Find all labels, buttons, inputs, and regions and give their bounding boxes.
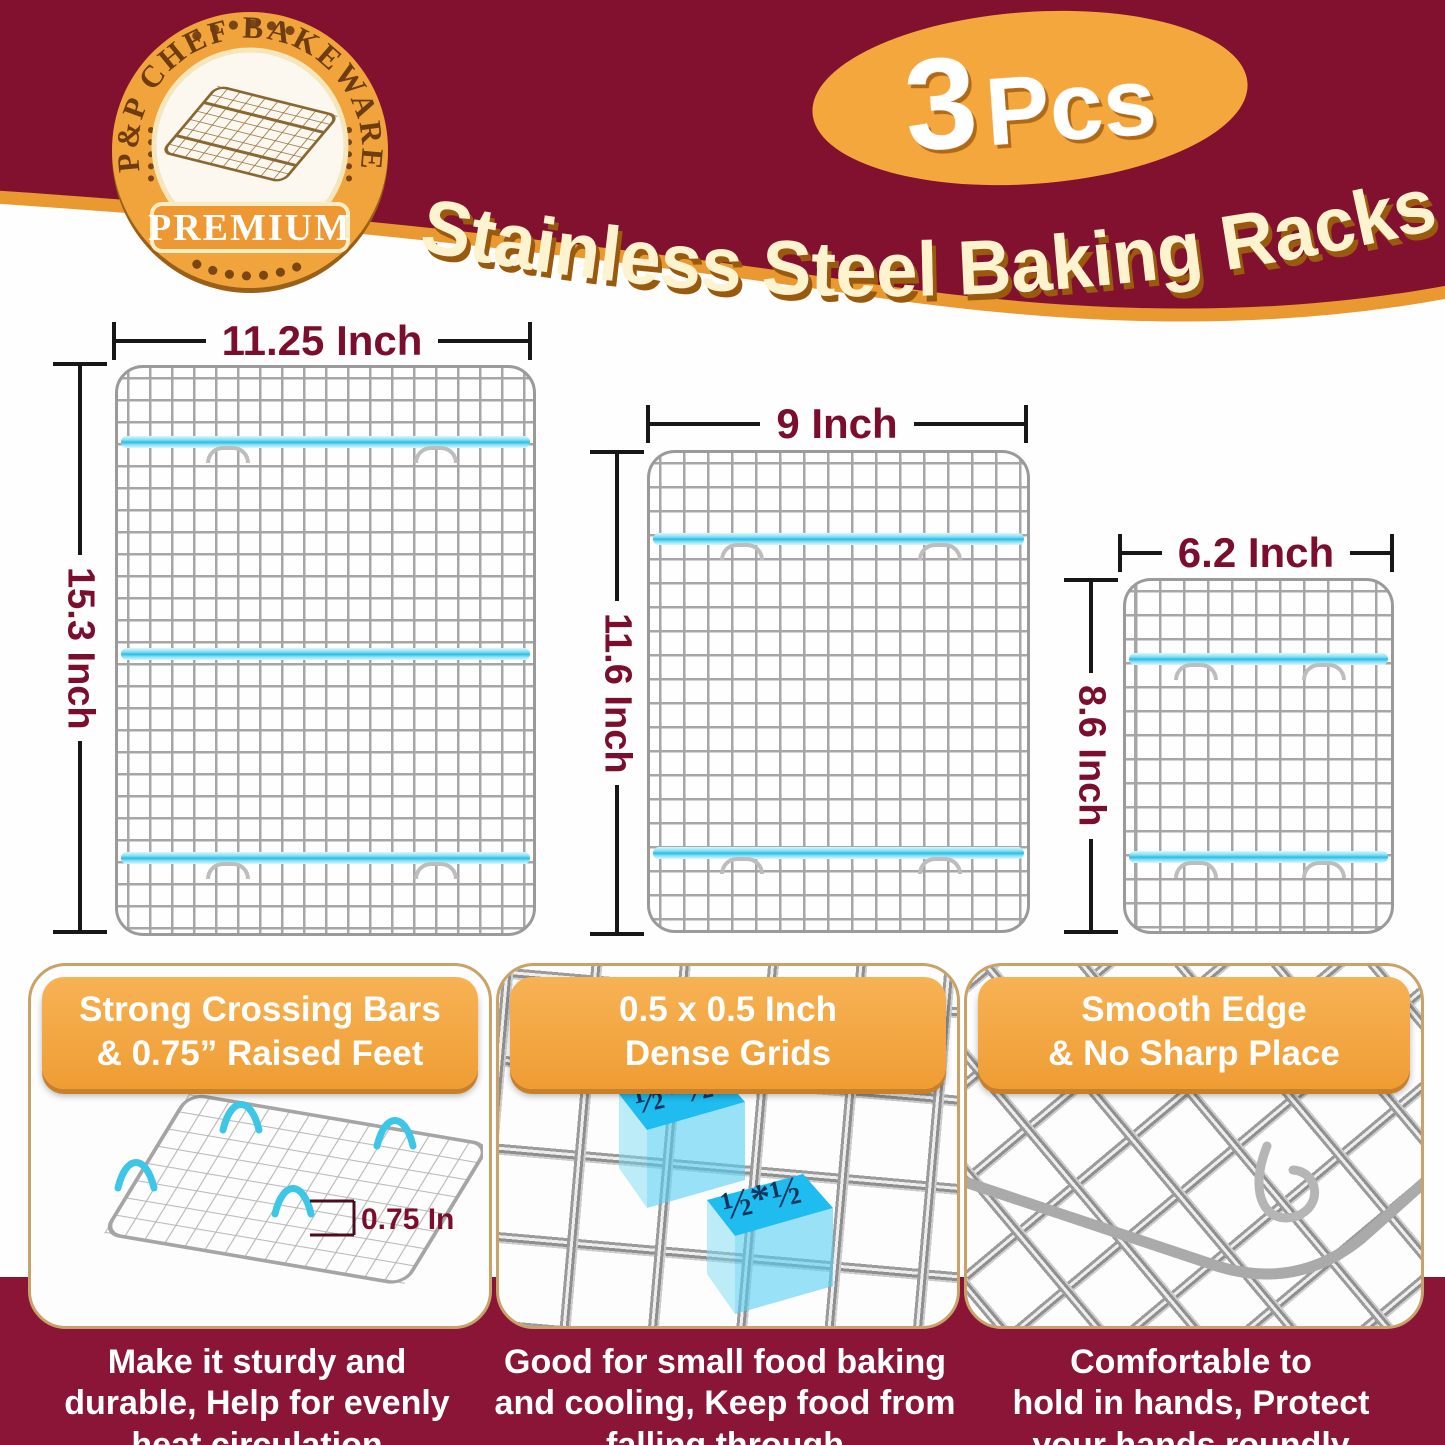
dimension-tick [53, 362, 107, 366]
large-rack [115, 365, 536, 936]
rack-foot [918, 543, 962, 560]
large-rack-height-label: 15.3 Inch [59, 566, 102, 730]
badge-dots-sides [148, 127, 352, 183]
description-dense-grids: Good for small food baking and cooling, … [494, 1343, 956, 1445]
large-rack-width-dimension: 11.25 Inch [112, 317, 533, 365]
badge-dots-top [192, 19, 308, 41]
half-inch-cube: ½*½ [707, 1167, 833, 1314]
small-rack-height-dimension: 8.6 Inch [1063, 578, 1119, 934]
foot-height-bracket [310, 1199, 356, 1237]
brand-badge: P&P CHEF BAKEWARE PREMIUM [109, 10, 388, 293]
premium-ribbon [150, 202, 350, 253]
description-smooth-edge: Comfortable to hold in hands, Protect yo… [1012, 1343, 1370, 1445]
feature-heading-dense-grids: 0.5 x 0.5 Inch Dense Grids [510, 977, 946, 1089]
small-rack [1123, 578, 1394, 934]
top-banner: 3Pcs Stainless Steel Baking Racks [0, 0, 1445, 322]
dimension-line [438, 339, 529, 343]
rack-foot [1174, 861, 1218, 878]
foot-height-callout: 0.75 In [361, 1203, 454, 1236]
feature-heading-smooth-edge: Smooth Edge & No Sharp Place [978, 977, 1410, 1089]
crossbar [653, 847, 1024, 859]
dimension-line [1089, 838, 1093, 930]
crossbar [121, 436, 530, 448]
medium-rack-width-dimension: 9 Inch [646, 400, 1028, 448]
rounded-rim [967, 1176, 1421, 1280]
dimension-tick [1024, 405, 1028, 443]
dimension-tick [112, 322, 116, 360]
count-oval [812, 10, 1248, 186]
count-unit: Pcs [982, 47, 1160, 166]
large-rack-width-label: 11.25 Inch [221, 317, 423, 364]
corner-foot-wire [1254, 1141, 1319, 1223]
crossbar [1129, 851, 1388, 863]
dimension-line [913, 422, 1024, 426]
dimension-tick [1064, 930, 1118, 934]
raised-feet-illustration: 0.75 In [104, 1094, 483, 1285]
dimension-tick [1390, 534, 1394, 572]
crossbar [653, 533, 1024, 545]
dimension-line [116, 339, 206, 343]
dimension-tick [528, 322, 533, 360]
medium-rack-height-dimension: 11.6 Inch [589, 450, 645, 937]
premium-ribbon-label: PREMIUM [148, 207, 352, 249]
crossbar [1129, 653, 1388, 665]
rack-foot [414, 862, 458, 879]
rack-foot [1174, 663, 1218, 680]
count-number: 3 [900, 28, 982, 179]
rack-foot [206, 862, 250, 879]
dimension-line [1350, 551, 1390, 555]
crossbar [121, 852, 530, 864]
description-crossing-bars: Make it sturdy and durable, Help for eve… [64, 1343, 450, 1445]
medium-rack-width-label: 9 Inch [776, 400, 898, 447]
count-badge: 3Pcs [900, 15, 1161, 178]
feature-panel-crossing-bars: Strong Crossing Bars & 0.75” Raised Feet… [28, 963, 492, 1329]
smooth-corner-outline [967, 1141, 1421, 1280]
dimension-line [1122, 551, 1162, 555]
rack-foot [1302, 663, 1346, 680]
raised-feet [114, 1101, 417, 1218]
feature-panel-smooth-edge: Smooth Edge & No Sharp Place [964, 963, 1424, 1329]
dimension-tick [53, 930, 107, 935]
small-rack-width-dimension: 6.2 Inch [1118, 529, 1394, 577]
rack-foot [206, 446, 250, 463]
rack-foot [720, 857, 764, 874]
large-rack-height-dimension: 15.3 Inch [52, 362, 108, 935]
dimension-line [615, 454, 619, 601]
crossbar [121, 648, 530, 660]
rack-foot [918, 857, 962, 874]
medium-rack [647, 450, 1030, 933]
rack-foot [1302, 861, 1346, 878]
dimension-line [78, 741, 82, 931]
dimension-line [1089, 582, 1093, 674]
rack-foot [720, 543, 764, 560]
badge-dots-bottom [192, 259, 308, 281]
dimension-tick [1118, 534, 1122, 572]
feature-panel-dense-grids: 0.5 x 0.5 Inch Dense Grids ½*½ ½*½ [496, 963, 960, 1329]
dimension-tick [1064, 578, 1118, 582]
rack-foot [414, 446, 458, 463]
dimension-line [78, 366, 82, 555]
small-rack-height-label: 8.6 Inch [1070, 685, 1113, 827]
medium-rack-height-label: 11.6 Inch [596, 612, 639, 774]
dimension-line [615, 785, 619, 933]
dimension-line [650, 422, 761, 426]
small-rack-width-label: 6.2 Inch [1177, 529, 1335, 576]
dimension-tick [646, 405, 650, 443]
badge-rack-icon [162, 85, 338, 183]
dimension-tick [590, 450, 644, 454]
dimension-tick [590, 932, 644, 937]
feature-heading-crossing-bars: Strong Crossing Bars & 0.75” Raised Feet [42, 977, 478, 1089]
